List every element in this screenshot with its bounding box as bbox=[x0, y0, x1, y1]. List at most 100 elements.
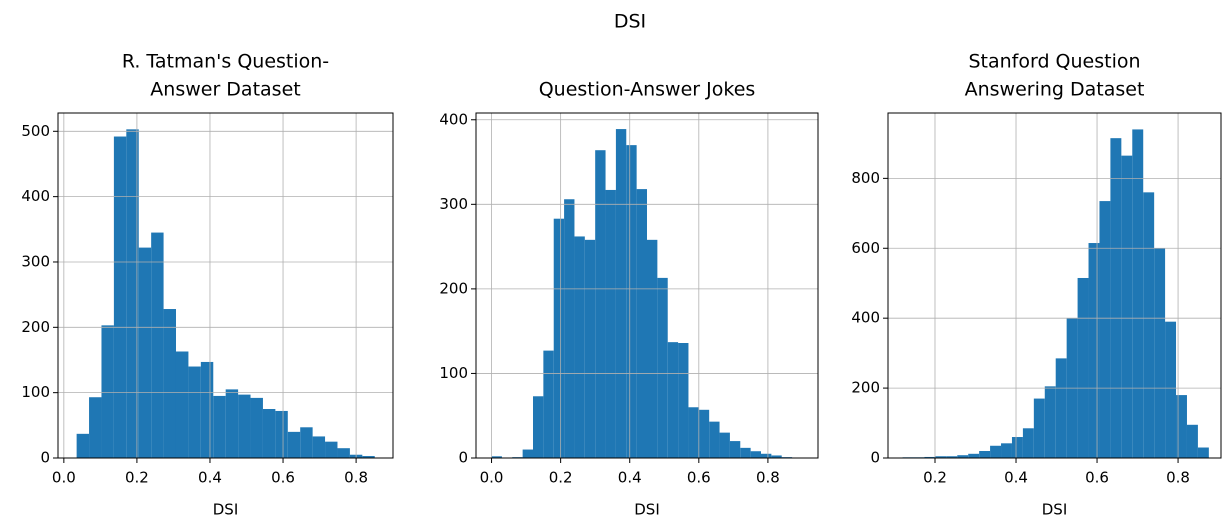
bar bbox=[595, 150, 606, 459]
bar bbox=[1044, 386, 1056, 458]
x-tick-label: 0.6 bbox=[687, 469, 711, 487]
bar bbox=[657, 277, 668, 458]
bar bbox=[1110, 138, 1122, 458]
y-tick-label: 0 bbox=[870, 449, 880, 467]
axes-frame bbox=[57, 112, 394, 459]
y-tick-label: 0 bbox=[40, 449, 50, 467]
bar bbox=[688, 407, 699, 458]
bar bbox=[89, 397, 102, 458]
x-tick-label: 0.0 bbox=[52, 469, 76, 487]
axes-frame bbox=[887, 112, 1222, 459]
bar bbox=[1099, 201, 1111, 458]
bar bbox=[1033, 398, 1045, 458]
bar bbox=[1088, 243, 1100, 458]
bar bbox=[979, 451, 991, 458]
y-tick-label: 200 bbox=[21, 318, 50, 336]
bar bbox=[76, 433, 90, 458]
y-tick-label: 300 bbox=[21, 252, 50, 270]
x-tick-label: 0.4 bbox=[1004, 469, 1028, 487]
subplot: 0 200 400 600 800 0.2 0.4 0.6 0.8 Stanford Questi… bbox=[851, 51, 1222, 519]
bar bbox=[312, 436, 326, 458]
bar bbox=[615, 129, 627, 459]
bar bbox=[729, 441, 741, 458]
x-tick-label: 0.2 bbox=[125, 469, 149, 487]
y-tick-label: 400 bbox=[851, 309, 880, 327]
bar bbox=[275, 410, 288, 458]
x-tick-label: 0.2 bbox=[549, 469, 573, 487]
bar bbox=[678, 343, 689, 458]
x-tick-label: 0.0 bbox=[480, 469, 504, 487]
bar bbox=[138, 247, 152, 458]
axes-frame bbox=[475, 112, 819, 459]
x-axis-label: DSI bbox=[213, 501, 239, 519]
x-tick-label: 0.2 bbox=[923, 469, 947, 487]
bar bbox=[225, 389, 239, 458]
x-tick-label: 0.4 bbox=[198, 469, 222, 487]
y-tick-label: 200 bbox=[439, 279, 468, 297]
bar bbox=[740, 447, 751, 458]
bar bbox=[584, 239, 596, 458]
bar bbox=[533, 396, 544, 458]
bar bbox=[113, 136, 127, 459]
bar bbox=[574, 236, 585, 458]
bar bbox=[163, 309, 176, 458]
y-tick-label: 500 bbox=[21, 122, 50, 140]
bar bbox=[957, 455, 969, 458]
bar bbox=[719, 432, 730, 458]
x-tick-label: 0.4 bbox=[618, 469, 642, 487]
bar bbox=[698, 409, 710, 458]
bar bbox=[325, 441, 338, 458]
subplot-title: Stanford Question bbox=[968, 51, 1140, 73]
y-tick-label: 600 bbox=[851, 239, 880, 257]
bar bbox=[667, 342, 679, 458]
bar bbox=[750, 451, 761, 458]
subplot-title: R. Tatman's Question- bbox=[122, 51, 329, 73]
y-tick-label: 100 bbox=[439, 364, 468, 382]
bar bbox=[1022, 428, 1034, 458]
bar bbox=[1154, 248, 1166, 458]
bar bbox=[990, 445, 1002, 458]
bar bbox=[1077, 277, 1089, 458]
bar bbox=[1011, 437, 1023, 458]
bar bbox=[968, 453, 980, 458]
y-tick-label: 400 bbox=[21, 187, 50, 205]
y-tick-label: 300 bbox=[439, 195, 468, 213]
bar bbox=[238, 394, 251, 458]
bar bbox=[1143, 192, 1155, 459]
bar bbox=[1197, 447, 1209, 458]
subplot-title: Answering Dataset bbox=[965, 79, 1145, 101]
bar bbox=[761, 453, 772, 458]
bar bbox=[1176, 395, 1187, 458]
bar bbox=[636, 189, 647, 458]
y-tick-label: 0 bbox=[458, 449, 468, 467]
y-tick-label: 100 bbox=[21, 383, 50, 401]
bar bbox=[250, 397, 263, 458]
x-tick-label: 0.8 bbox=[344, 469, 368, 487]
subplot: 0 100 200 300 400 0.0 0.2 0.4 0.6 0.8 Question-Ans… bbox=[439, 79, 819, 519]
bar bbox=[935, 456, 947, 458]
bar bbox=[200, 361, 214, 458]
bar bbox=[287, 431, 301, 458]
bar bbox=[626, 145, 637, 458]
x-tick-label: 0.6 bbox=[271, 469, 295, 487]
bar bbox=[300, 427, 313, 458]
bar bbox=[175, 351, 189, 458]
bar bbox=[1165, 321, 1177, 458]
bar bbox=[946, 456, 958, 458]
bar bbox=[564, 199, 575, 458]
bar bbox=[605, 189, 616, 458]
y-tick-label: 200 bbox=[851, 379, 880, 397]
subplot-title: Question-Answer Jokes bbox=[539, 79, 756, 101]
bar bbox=[924, 456, 936, 458]
bar bbox=[213, 395, 226, 458]
bar bbox=[543, 350, 554, 458]
bar bbox=[126, 129, 139, 459]
subplot: 0 100 200 300 400 500 0.0 0.2 0.4 0.6 0.8 R. Tatman… bbox=[21, 51, 394, 519]
y-tick-label: 800 bbox=[851, 169, 880, 187]
bar bbox=[647, 239, 658, 458]
bar bbox=[491, 456, 502, 458]
y-tick-label: 400 bbox=[439, 110, 468, 128]
bar bbox=[1121, 155, 1133, 458]
